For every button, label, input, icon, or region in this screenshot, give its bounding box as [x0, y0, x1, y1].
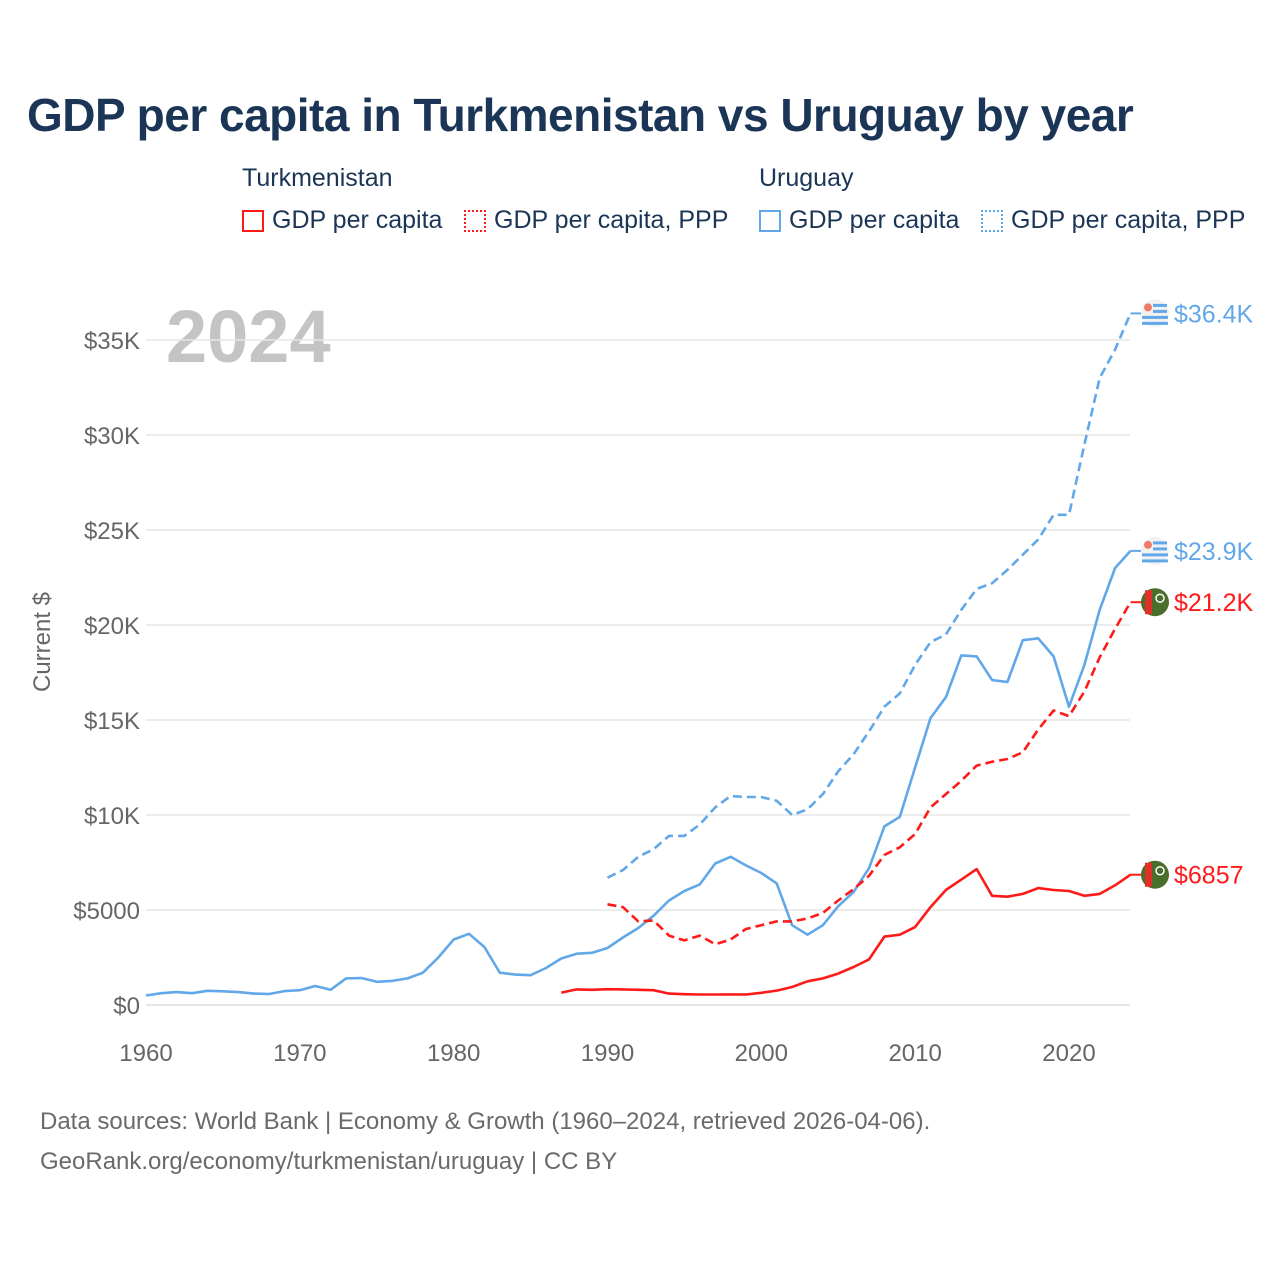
legend-label: GDP per capita	[272, 206, 443, 234]
legend-label: GDP per capita, PPP	[1011, 206, 1246, 234]
y-tick-label: $0	[113, 993, 140, 1020]
flag-crescent	[1155, 865, 1165, 876]
flag-sun	[1144, 540, 1152, 549]
y-tick-label: $35K	[84, 328, 140, 355]
legend-swatch-dotted-red	[464, 209, 486, 232]
y-tick-label: $15K	[84, 708, 140, 735]
end-value-label: $6857	[1174, 862, 1244, 890]
legend-uruguay-gdp[interactable]: GDP per capita	[759, 206, 959, 235]
flag-crescent	[1155, 593, 1165, 603]
y-axis-label: Current $	[29, 592, 56, 692]
flag-band	[1145, 590, 1152, 615]
footer-sources: Data sources: World Bank | Economy & Gro…	[40, 1108, 931, 1135]
y-tick-label: $25K	[84, 518, 140, 545]
series-line-uruguay-gdp-per-capita	[145, 550, 1132, 997]
legend-group-uruguay: Uruguay	[759, 164, 854, 192]
legend-uruguay-ppp[interactable]: GDP per capita, PPP	[981, 206, 1245, 235]
footer-link[interactable]: GeoRank.org/economy/turkmenistan/uruguay…	[40, 1148, 618, 1175]
year-watermark: 2024	[166, 295, 331, 378]
end-value-label: $36.4K	[1174, 300, 1254, 328]
x-tick-label: 2020	[1042, 1040, 1095, 1067]
legend-swatch-dotted-blue	[981, 209, 1003, 232]
flag-stripe	[1142, 321, 1168, 325]
end-value-label: $21.2K	[1174, 589, 1254, 617]
flag-sun	[1144, 303, 1152, 312]
x-tick-label: 1990	[581, 1040, 634, 1067]
flag-band	[1145, 862, 1152, 887]
series-line-uruguay-gdp-per-capita-ppp	[606, 312, 1132, 879]
flag-stripe	[1142, 553, 1168, 557]
y-tick-label: $10K	[84, 803, 140, 830]
x-tick-label: 1960	[119, 1040, 172, 1067]
x-tick-label: 1980	[427, 1040, 480, 1067]
flag-stripe	[1153, 547, 1167, 551]
flag-stripe	[1153, 541, 1167, 545]
legend-group-turkmenistan: Turkmenistan	[242, 164, 393, 192]
legend-swatch-solid-blue	[759, 209, 781, 232]
flag-stripe	[1142, 315, 1168, 319]
x-tick-label: 2010	[888, 1040, 941, 1067]
series-line-turkmenistan-gdp-per-capita-ppp	[607, 601, 1132, 946]
end-value-label: $23.9K	[1174, 538, 1254, 566]
legend-label: GDP per capita, PPP	[494, 206, 729, 234]
legend-label: GDP per capita	[789, 206, 960, 234]
y-tick-label: $30K	[84, 423, 140, 450]
legend-turkmenistan-gdp[interactable]: GDP per capita	[242, 206, 442, 235]
legend-turkmenistan-ppp[interactable]: GDP per capita, PPP	[464, 206, 728, 235]
series-line-turkmenistan-gdp-per-capita	[561, 867, 1132, 996]
flag-stripe	[1142, 559, 1168, 563]
x-tick-label: 2000	[735, 1040, 788, 1067]
flag-stripe	[1153, 309, 1167, 313]
y-tick-label: $5000	[73, 898, 140, 925]
y-tick-label: $20K	[84, 613, 140, 640]
legend-swatch-solid-red	[242, 209, 264, 232]
flag-stripe	[1153, 303, 1167, 307]
x-tick-label: 1970	[273, 1040, 326, 1067]
chart-title: GDP per capita in Turkmenistan vs Urugua…	[27, 89, 1134, 141]
